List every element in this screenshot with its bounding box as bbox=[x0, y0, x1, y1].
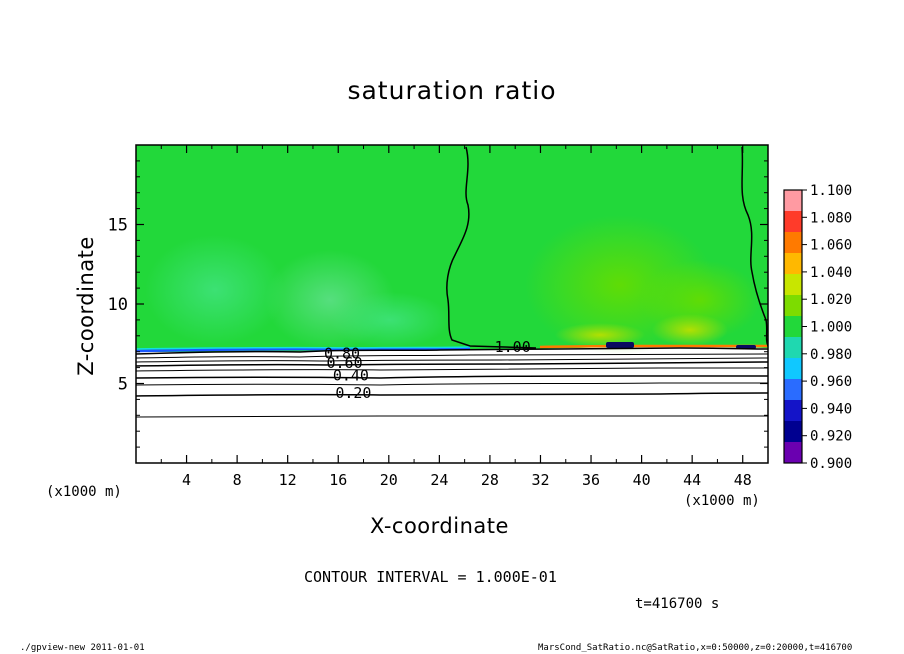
colorbar-swatch bbox=[784, 253, 802, 275]
colorbar-label: 0.940 bbox=[810, 401, 852, 417]
x-tick-label: 28 bbox=[481, 471, 499, 489]
colorbar-label: 1.100 bbox=[810, 183, 852, 199]
contour-line bbox=[136, 382, 768, 386]
colorbar-swatch bbox=[784, 379, 802, 401]
contour-line bbox=[136, 347, 768, 355]
y-axis-unit-label: (x1000 m) bbox=[46, 484, 122, 500]
colorbar-swatch bbox=[784, 295, 802, 317]
y-axis: 5 10 15 bbox=[108, 160, 768, 448]
x-tick-label: 40 bbox=[633, 471, 651, 489]
contour-line bbox=[136, 375, 768, 379]
y-tick-label: 5 bbox=[118, 375, 128, 395]
x-axis-unit-label: (x1000 m) bbox=[684, 493, 760, 509]
field-blob bbox=[330, 292, 450, 348]
cloud-base-orange-edge bbox=[539, 344, 768, 349]
colorbar-swatch bbox=[784, 400, 802, 422]
colorbar-swatch bbox=[784, 232, 802, 254]
contour-label: 0.20 bbox=[335, 384, 371, 402]
contour-line bbox=[136, 392, 768, 397]
footer-program-label: ./gpview-new 2011-01-01 bbox=[20, 643, 145, 653]
colorbar-swatch bbox=[784, 358, 802, 380]
x-tick-label: 4 bbox=[182, 471, 191, 489]
colorbar-swatch bbox=[784, 274, 802, 296]
colorbar-label: 1.060 bbox=[810, 238, 852, 254]
x-tick-label: 20 bbox=[380, 471, 398, 489]
colorbar-swatch bbox=[784, 190, 802, 212]
x-tick-label: 32 bbox=[531, 471, 549, 489]
contour-label: 0.40 bbox=[333, 367, 369, 385]
chart-title: saturation ratio bbox=[347, 76, 557, 105]
colorbar-label: 1.000 bbox=[810, 320, 852, 336]
colorbar-swatch bbox=[784, 421, 802, 443]
contour-line bbox=[446, 146, 537, 349]
colorbar: 1.100 1.080 1.060 1.040 1.020 1.000 0.980 0.960… bbox=[783, 183, 852, 472]
x-tick-label: 48 bbox=[734, 471, 752, 489]
colorbar-label: 1.040 bbox=[810, 265, 852, 281]
contour-label: 0.60 bbox=[326, 354, 362, 372]
y-tick-label: 15 bbox=[108, 216, 128, 236]
contour-line bbox=[136, 367, 768, 372]
colorbar-swatch bbox=[784, 316, 802, 338]
colorbar-swatch bbox=[784, 442, 802, 464]
colorbar-label: 0.920 bbox=[810, 429, 852, 445]
contour-line bbox=[136, 357, 768, 363]
contour-label: 1.00 bbox=[495, 338, 531, 356]
colorbar-label: 1.080 bbox=[810, 210, 852, 226]
x-tick-label: 16 bbox=[329, 471, 347, 489]
colorbar-swatch bbox=[784, 337, 802, 359]
field-blob bbox=[555, 323, 645, 347]
plot-area bbox=[136, 145, 768, 463]
x-tick-label: 8 bbox=[233, 471, 242, 489]
contour-line bbox=[136, 353, 768, 359]
contour-line bbox=[136, 361, 768, 367]
cloud-base-blue-edge bbox=[136, 346, 471, 353]
x-tick-label: 36 bbox=[582, 471, 600, 489]
colorbar-swatch bbox=[784, 211, 802, 233]
contour-interval-text: CONTOUR INTERVAL = 1.000E-01 bbox=[304, 568, 557, 586]
contour-labels: 0.800.600.400.20 1.00 bbox=[324, 338, 531, 402]
x-axis: 4 8 12 16 20 24 28 32 36 40 44 48 bbox=[160, 145, 752, 489]
x-tick-label: 12 bbox=[279, 471, 297, 489]
time-label: t=416700 s bbox=[635, 596, 720, 612]
x-axis-label: X-coordinate bbox=[370, 514, 509, 538]
colorbar-label: 0.980 bbox=[810, 347, 852, 363]
colorbar-label: 0.900 bbox=[810, 456, 852, 472]
x-tick-label: 24 bbox=[430, 471, 448, 489]
contour-line bbox=[741, 146, 768, 347]
y-tick-label: 10 bbox=[108, 295, 128, 315]
contour-line bbox=[136, 415, 768, 418]
field-blob bbox=[652, 314, 728, 346]
colorbar-label: 1.020 bbox=[810, 292, 852, 308]
cloud-base-dark-patch bbox=[606, 342, 634, 348]
x-tick-label: 44 bbox=[683, 471, 701, 489]
field-blob bbox=[145, 235, 285, 345]
y-axis-label: Z-coordinate bbox=[74, 236, 98, 376]
contour-label: 0.80 bbox=[324, 344, 360, 362]
footer-source-label: MarsCond_SatRatio.nc@SatRatio,x=0:50000,… bbox=[538, 643, 853, 653]
colorbar-label: 0.960 bbox=[810, 374, 852, 390]
cloud-base-cyan-edge bbox=[136, 346, 471, 350]
